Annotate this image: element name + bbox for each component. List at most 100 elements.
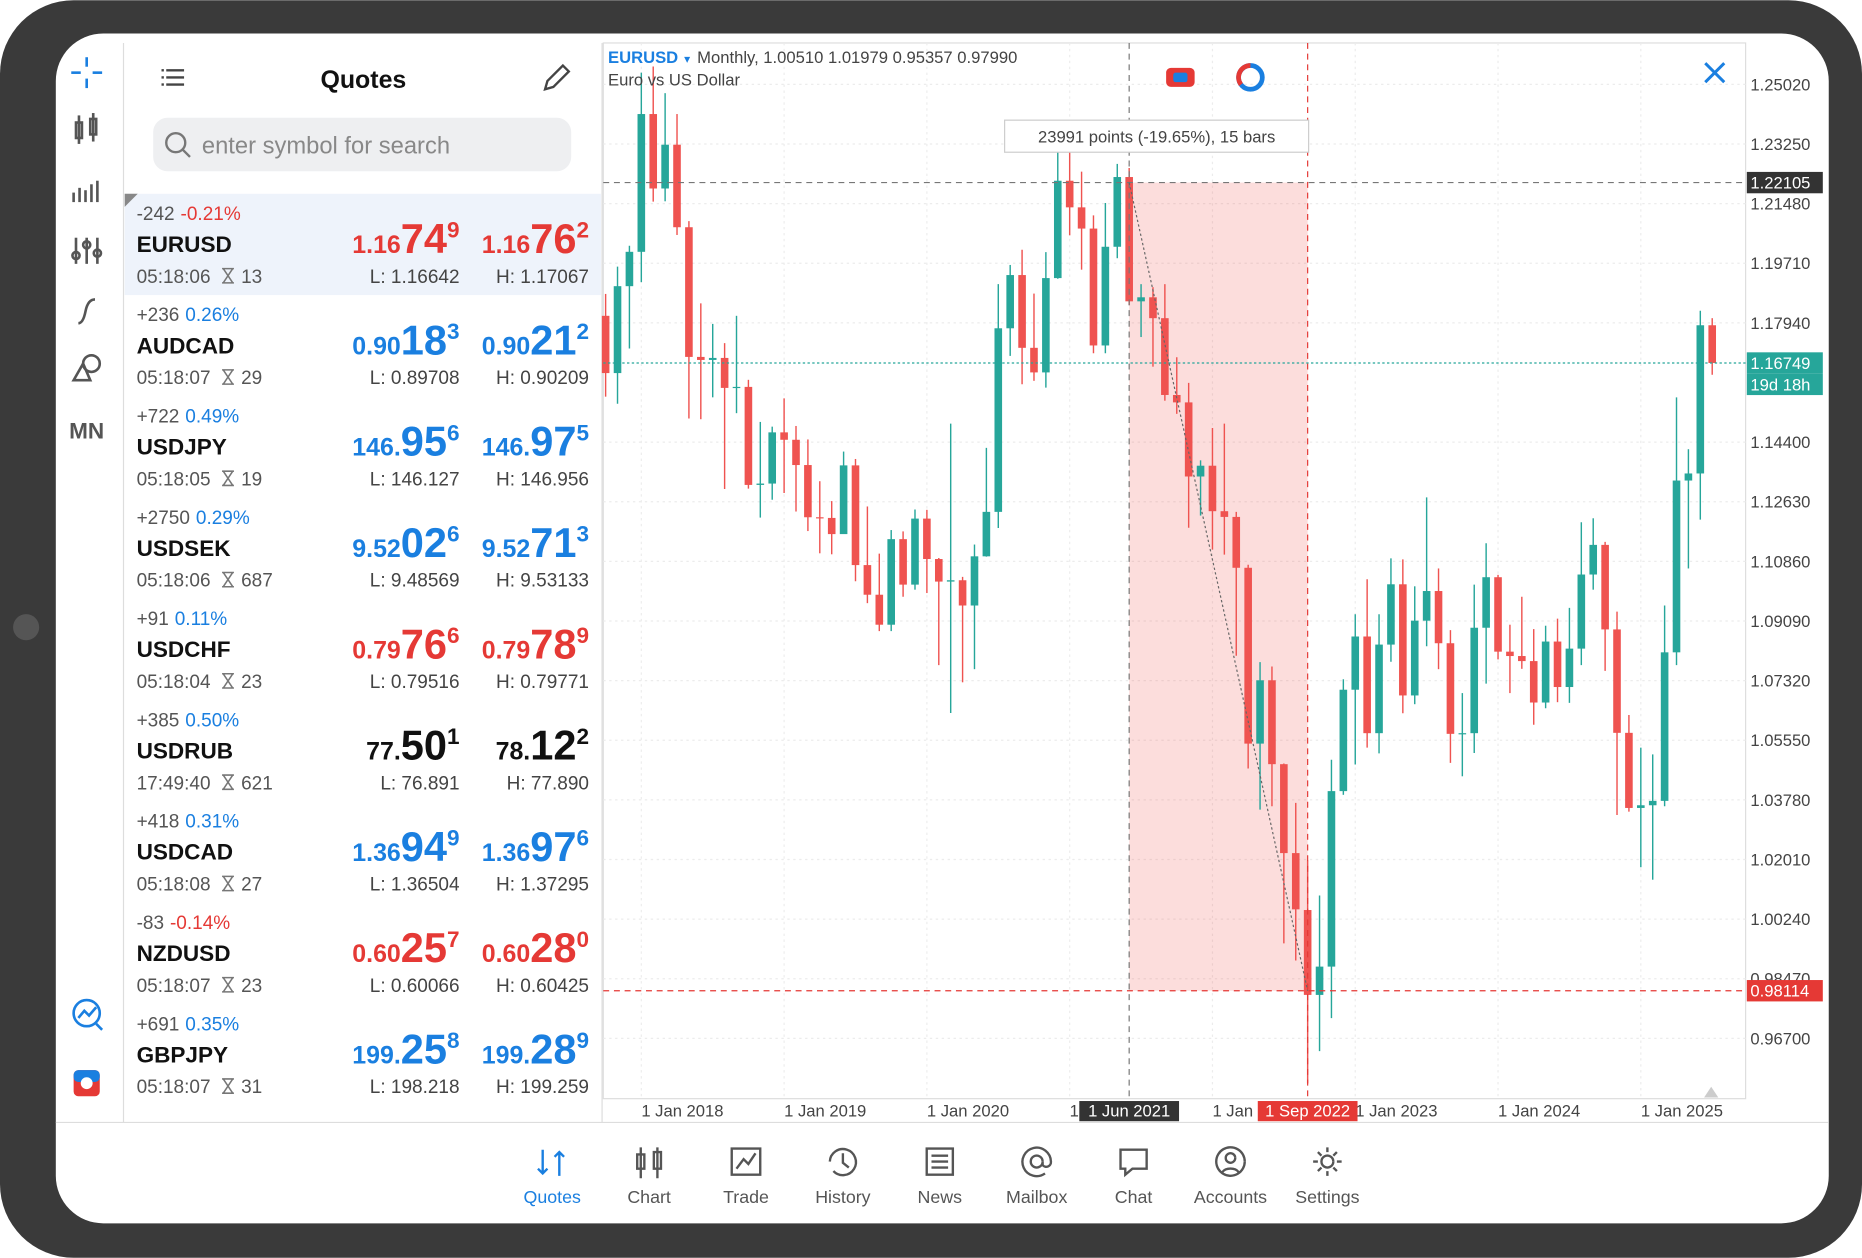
tab[interactable]: News: [918, 1147, 963, 1208]
candle-body: [1244, 567, 1252, 744]
spread: 29: [241, 368, 262, 389]
price-pips: 28: [530, 924, 576, 971]
candle-body: [1565, 648, 1574, 688]
candle-body: [1042, 278, 1050, 373]
price-fraction: 3: [447, 319, 460, 344]
candle-body: [863, 565, 872, 595]
change-percent: 0.29%: [196, 508, 250, 529]
quote-row[interactable]: +385 0.50% USDRUB 17:49:40 621 77.501 L: 76.89…: [137, 710, 589, 794]
price-fraction: 5: [576, 420, 589, 445]
spread-icon: [222, 672, 234, 689]
price-pips: 97: [530, 418, 576, 465]
tab[interactable]: History: [815, 1147, 871, 1207]
candle-body: [697, 356, 705, 360]
crosshair-date-tag: [1257, 1101, 1358, 1122]
objects-icon[interactable]: [71, 353, 102, 382]
change-line: +385 0.50%: [137, 710, 240, 731]
candle-body: [1648, 800, 1657, 806]
change-percent: 0.31%: [185, 812, 239, 833]
edit-icon[interactable]: [543, 63, 571, 92]
price-head: 1.16: [352, 231, 401, 259]
candle-body: [780, 432, 788, 440]
crosshair-price-tag-label: 1.22105: [1750, 174, 1810, 193]
tab[interactable]: Chart: [627, 1147, 671, 1207]
price-pips: 94: [401, 823, 447, 870]
quote-time: 05:18:07: [137, 368, 211, 389]
candle-body: [1660, 652, 1669, 801]
price-pips: 95: [401, 418, 447, 465]
candle-body: [1482, 577, 1490, 628]
candle-body: [911, 518, 919, 585]
low-price: L: 146.127: [370, 469, 460, 490]
chart-type-icon[interactable]: [74, 113, 98, 144]
price-fraction: 6: [576, 825, 589, 850]
tab-icon: [925, 1147, 955, 1176]
function-icon[interactable]: [78, 298, 96, 325]
low-price: L: 198.218: [370, 1077, 460, 1098]
ask-price: 1.36976: [482, 823, 589, 870]
candle-body: [1589, 544, 1598, 575]
crosshair-icon[interactable]: [71, 57, 103, 89]
indicators-icon[interactable]: [71, 237, 103, 264]
price-fraction: 6: [447, 623, 460, 648]
change-points: -83: [137, 913, 164, 934]
search-placeholder[interactable]: enter symbol for search: [202, 132, 450, 159]
high-price: H: 0.79771: [496, 672, 589, 693]
price-fraction: 2: [576, 218, 589, 243]
tab[interactable]: Chat: [1115, 1148, 1153, 1207]
chart-ohlc: Monthly, 1.00510 1.01979 0.95357 0.97990: [697, 48, 1017, 67]
search-box[interactable]: [153, 117, 572, 172]
tab[interactable]: Accounts: [1194, 1146, 1267, 1207]
tab-label: Chart: [627, 1187, 671, 1207]
close-icon[interactable]: [1704, 62, 1726, 84]
high-price: H: 77.890: [507, 773, 589, 794]
symbol-menu-arrow: ▾: [684, 52, 690, 66]
price-head: 199.: [352, 1042, 401, 1070]
quote-time: 05:18:05: [137, 469, 211, 490]
quotes-title: Quotes: [320, 66, 406, 94]
price-head: 9.52: [352, 535, 401, 563]
spread-icon: [222, 470, 234, 487]
price-head: 0.90: [482, 332, 531, 360]
candle-body: [1375, 644, 1383, 734]
bid-price: 1.16749: [352, 215, 459, 262]
tab-label: Mailbox: [1006, 1187, 1067, 1207]
tab[interactable]: Quotes: [523, 1149, 581, 1207]
candle-body: [1684, 473, 1693, 481]
price-fraction: 2: [576, 724, 589, 749]
signals-icon[interactable]: [73, 1070, 100, 1097]
y-tick-label: 1.21480: [1750, 195, 1810, 214]
change-percent: 0.35%: [185, 1014, 239, 1035]
y-tick-label: 1.00240: [1750, 910, 1810, 929]
tab-icon: [1021, 1146, 1053, 1178]
analytics-icon[interactable]: [72, 998, 104, 1031]
y-tick-label: 1.19710: [1750, 254, 1810, 273]
tab[interactable]: Settings: [1295, 1147, 1360, 1207]
list-icon[interactable]: [161, 69, 185, 86]
volume-icon[interactable]: [72, 180, 99, 203]
tab-icon: [828, 1147, 858, 1177]
tab-icon: [1313, 1147, 1342, 1176]
candle-body: [1458, 733, 1467, 735]
tab-icon: [730, 1147, 762, 1176]
change-percent: 0.49%: [185, 406, 239, 427]
candle-body: [1351, 636, 1360, 690]
x-tick-label: 1 Jan 2024: [1498, 1101, 1580, 1120]
tab[interactable]: Mailbox: [1006, 1146, 1067, 1208]
change-line: +91 0.11%: [137, 609, 228, 630]
tab[interactable]: Trade: [723, 1147, 769, 1208]
change-percent: 0.11%: [175, 609, 228, 630]
price-pips: 50: [401, 722, 447, 769]
quote-time: 05:18:08: [137, 875, 211, 896]
timer-icon-part: [1236, 63, 1251, 86]
toolbar-label[interactable]: MN: [69, 418, 104, 443]
candle-body: [625, 251, 634, 287]
